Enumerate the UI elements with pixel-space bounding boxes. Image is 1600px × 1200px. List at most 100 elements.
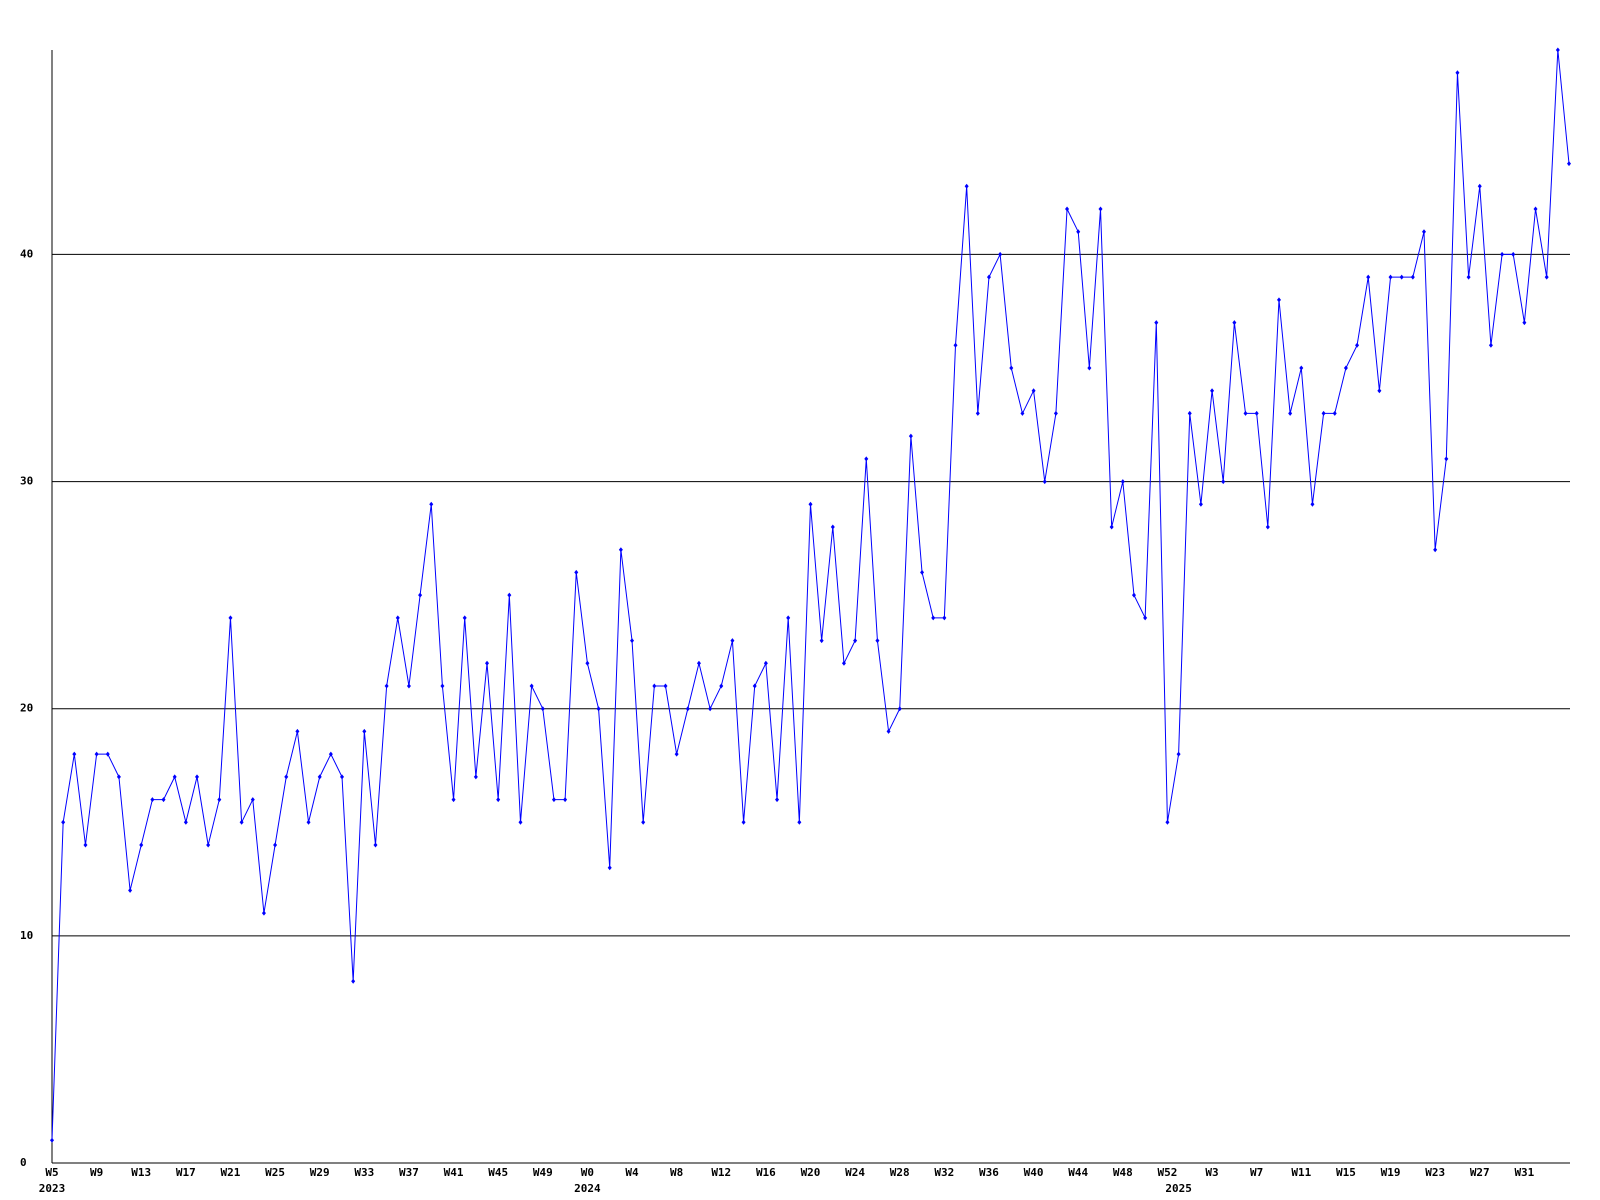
point-marker xyxy=(574,569,579,575)
point-marker xyxy=(964,183,969,189)
point-marker xyxy=(1165,819,1170,825)
point-marker xyxy=(853,638,858,644)
y-tick-label: 20 xyxy=(20,702,33,715)
point-marker xyxy=(1567,161,1571,167)
point-marker xyxy=(1187,410,1192,416)
point-marker xyxy=(1243,410,1248,416)
x-tick-label: W20 xyxy=(801,1166,821,1179)
x-tick-label: W23 xyxy=(1425,1166,1445,1179)
point-marker xyxy=(128,887,133,893)
point-marker xyxy=(228,615,233,621)
point-marker xyxy=(105,751,110,757)
point-marker xyxy=(150,797,155,803)
point-marker xyxy=(808,501,813,507)
point-marker xyxy=(1198,501,1203,507)
x-tick-label: W32 xyxy=(934,1166,954,1179)
point-marker xyxy=(518,819,523,825)
x-tick-label: W31 xyxy=(1514,1166,1534,1179)
point-marker xyxy=(1544,274,1549,280)
point-marker xyxy=(1009,365,1014,371)
point-marker xyxy=(942,615,947,621)
point-marker xyxy=(462,615,467,621)
x-tick-label: W7 xyxy=(1250,1166,1263,1179)
point-marker xyxy=(440,683,445,689)
point-marker xyxy=(652,683,657,689)
point-marker xyxy=(1455,70,1460,76)
point-marker xyxy=(351,978,356,984)
point-marker xyxy=(763,660,768,666)
point-marker xyxy=(1433,547,1438,553)
point-marker xyxy=(1232,320,1237,326)
point-marker xyxy=(496,797,501,803)
point-marker xyxy=(529,683,534,689)
point-marker xyxy=(819,638,824,644)
point-marker xyxy=(1065,206,1070,212)
point-marker xyxy=(998,251,1003,257)
point-marker xyxy=(418,592,423,598)
year-label: 2025 xyxy=(1165,1182,1192,1195)
y-tick-label: 40 xyxy=(20,247,33,260)
point-marker xyxy=(206,842,211,848)
x-tick-label: W16 xyxy=(756,1166,776,1179)
x-tick-label: W52 xyxy=(1158,1166,1178,1179)
point-marker xyxy=(261,910,266,916)
point-marker xyxy=(1288,410,1293,416)
point-marker xyxy=(1109,524,1114,530)
point-marker xyxy=(451,797,456,803)
x-tick-label: W8 xyxy=(670,1166,683,1179)
point-marker xyxy=(485,660,490,666)
point-marker xyxy=(719,683,724,689)
year-label: 2023 xyxy=(39,1182,66,1195)
x-tick-label: W19 xyxy=(1381,1166,1401,1179)
year-label: 2024 xyxy=(574,1182,601,1195)
point-marker xyxy=(1299,365,1304,371)
point-marker xyxy=(741,819,746,825)
point-marker xyxy=(1210,388,1215,394)
point-marker xyxy=(630,638,635,644)
point-marker xyxy=(1254,410,1259,416)
point-marker xyxy=(563,797,568,803)
point-marker xyxy=(1555,47,1560,53)
point-marker xyxy=(975,410,980,416)
point-marker xyxy=(1042,479,1047,485)
point-marker xyxy=(1399,274,1404,280)
x-tick-label: W0 xyxy=(581,1166,594,1179)
point-marker xyxy=(1321,410,1326,416)
x-tick-label: W27 xyxy=(1470,1166,1490,1179)
point-marker xyxy=(1533,206,1538,212)
point-marker xyxy=(1053,410,1058,416)
point-marker xyxy=(674,751,679,757)
point-marker xyxy=(1221,479,1226,485)
x-tick-label: W21 xyxy=(221,1166,241,1179)
point-marker xyxy=(395,615,400,621)
point-marker xyxy=(596,706,601,712)
x-tick-label: W37 xyxy=(399,1166,419,1179)
x-tick-label: W25 xyxy=(265,1166,285,1179)
point-marker xyxy=(830,524,835,530)
point-marker xyxy=(1120,479,1125,485)
point-marker xyxy=(1020,410,1025,416)
point-marker xyxy=(61,819,66,825)
point-marker xyxy=(250,797,255,803)
point-marker xyxy=(1143,615,1148,621)
point-marker xyxy=(1310,501,1315,507)
point-marker xyxy=(1176,751,1181,757)
point-marker xyxy=(1366,274,1371,280)
x-tick-label: W41 xyxy=(444,1166,464,1179)
x-tick-label: W11 xyxy=(1291,1166,1311,1179)
point-marker xyxy=(1343,365,1348,371)
x-tick-label: W45 xyxy=(488,1166,508,1179)
point-marker xyxy=(931,615,936,621)
point-marker xyxy=(239,819,244,825)
point-marker xyxy=(696,660,701,666)
point-marker xyxy=(384,683,389,689)
x-tick-label: W3 xyxy=(1205,1166,1218,1179)
point-marker xyxy=(1076,229,1081,235)
point-marker xyxy=(1410,274,1415,280)
point-marker xyxy=(273,842,278,848)
point-marker xyxy=(1377,388,1382,394)
point-marker xyxy=(1477,183,1482,189)
point-marker xyxy=(161,797,166,803)
point-marker xyxy=(1488,342,1493,348)
